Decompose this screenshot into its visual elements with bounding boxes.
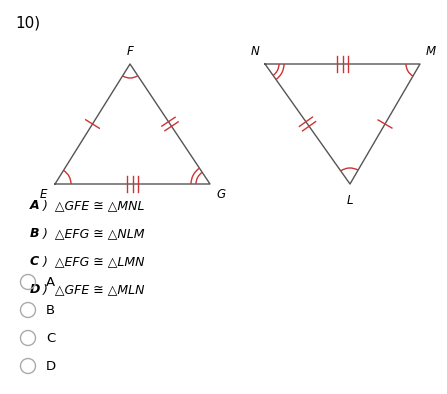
Text: 10): 10) [15, 16, 40, 31]
Text: C: C [46, 331, 55, 344]
Text: F: F [127, 45, 133, 58]
Text: )  △EFG ≅ △LMN: ) △EFG ≅ △LMN [43, 255, 146, 268]
Text: D: D [30, 283, 40, 296]
Text: A: A [46, 275, 55, 288]
Text: E: E [40, 188, 47, 201]
Text: D: D [46, 359, 56, 372]
Text: M: M [426, 45, 436, 58]
Text: )  △EFG ≅ △NLM: ) △EFG ≅ △NLM [43, 227, 146, 240]
Text: B: B [30, 227, 39, 240]
Text: L: L [347, 194, 353, 207]
Text: B: B [46, 303, 55, 316]
Text: G: G [216, 188, 225, 201]
Text: C: C [30, 255, 39, 268]
Text: A: A [30, 199, 40, 212]
Text: N: N [250, 45, 259, 58]
Text: )  △GFE ≅ △MNL: ) △GFE ≅ △MNL [43, 199, 146, 212]
Text: )  △GFE ≅ △MLN: ) △GFE ≅ △MLN [43, 283, 146, 296]
